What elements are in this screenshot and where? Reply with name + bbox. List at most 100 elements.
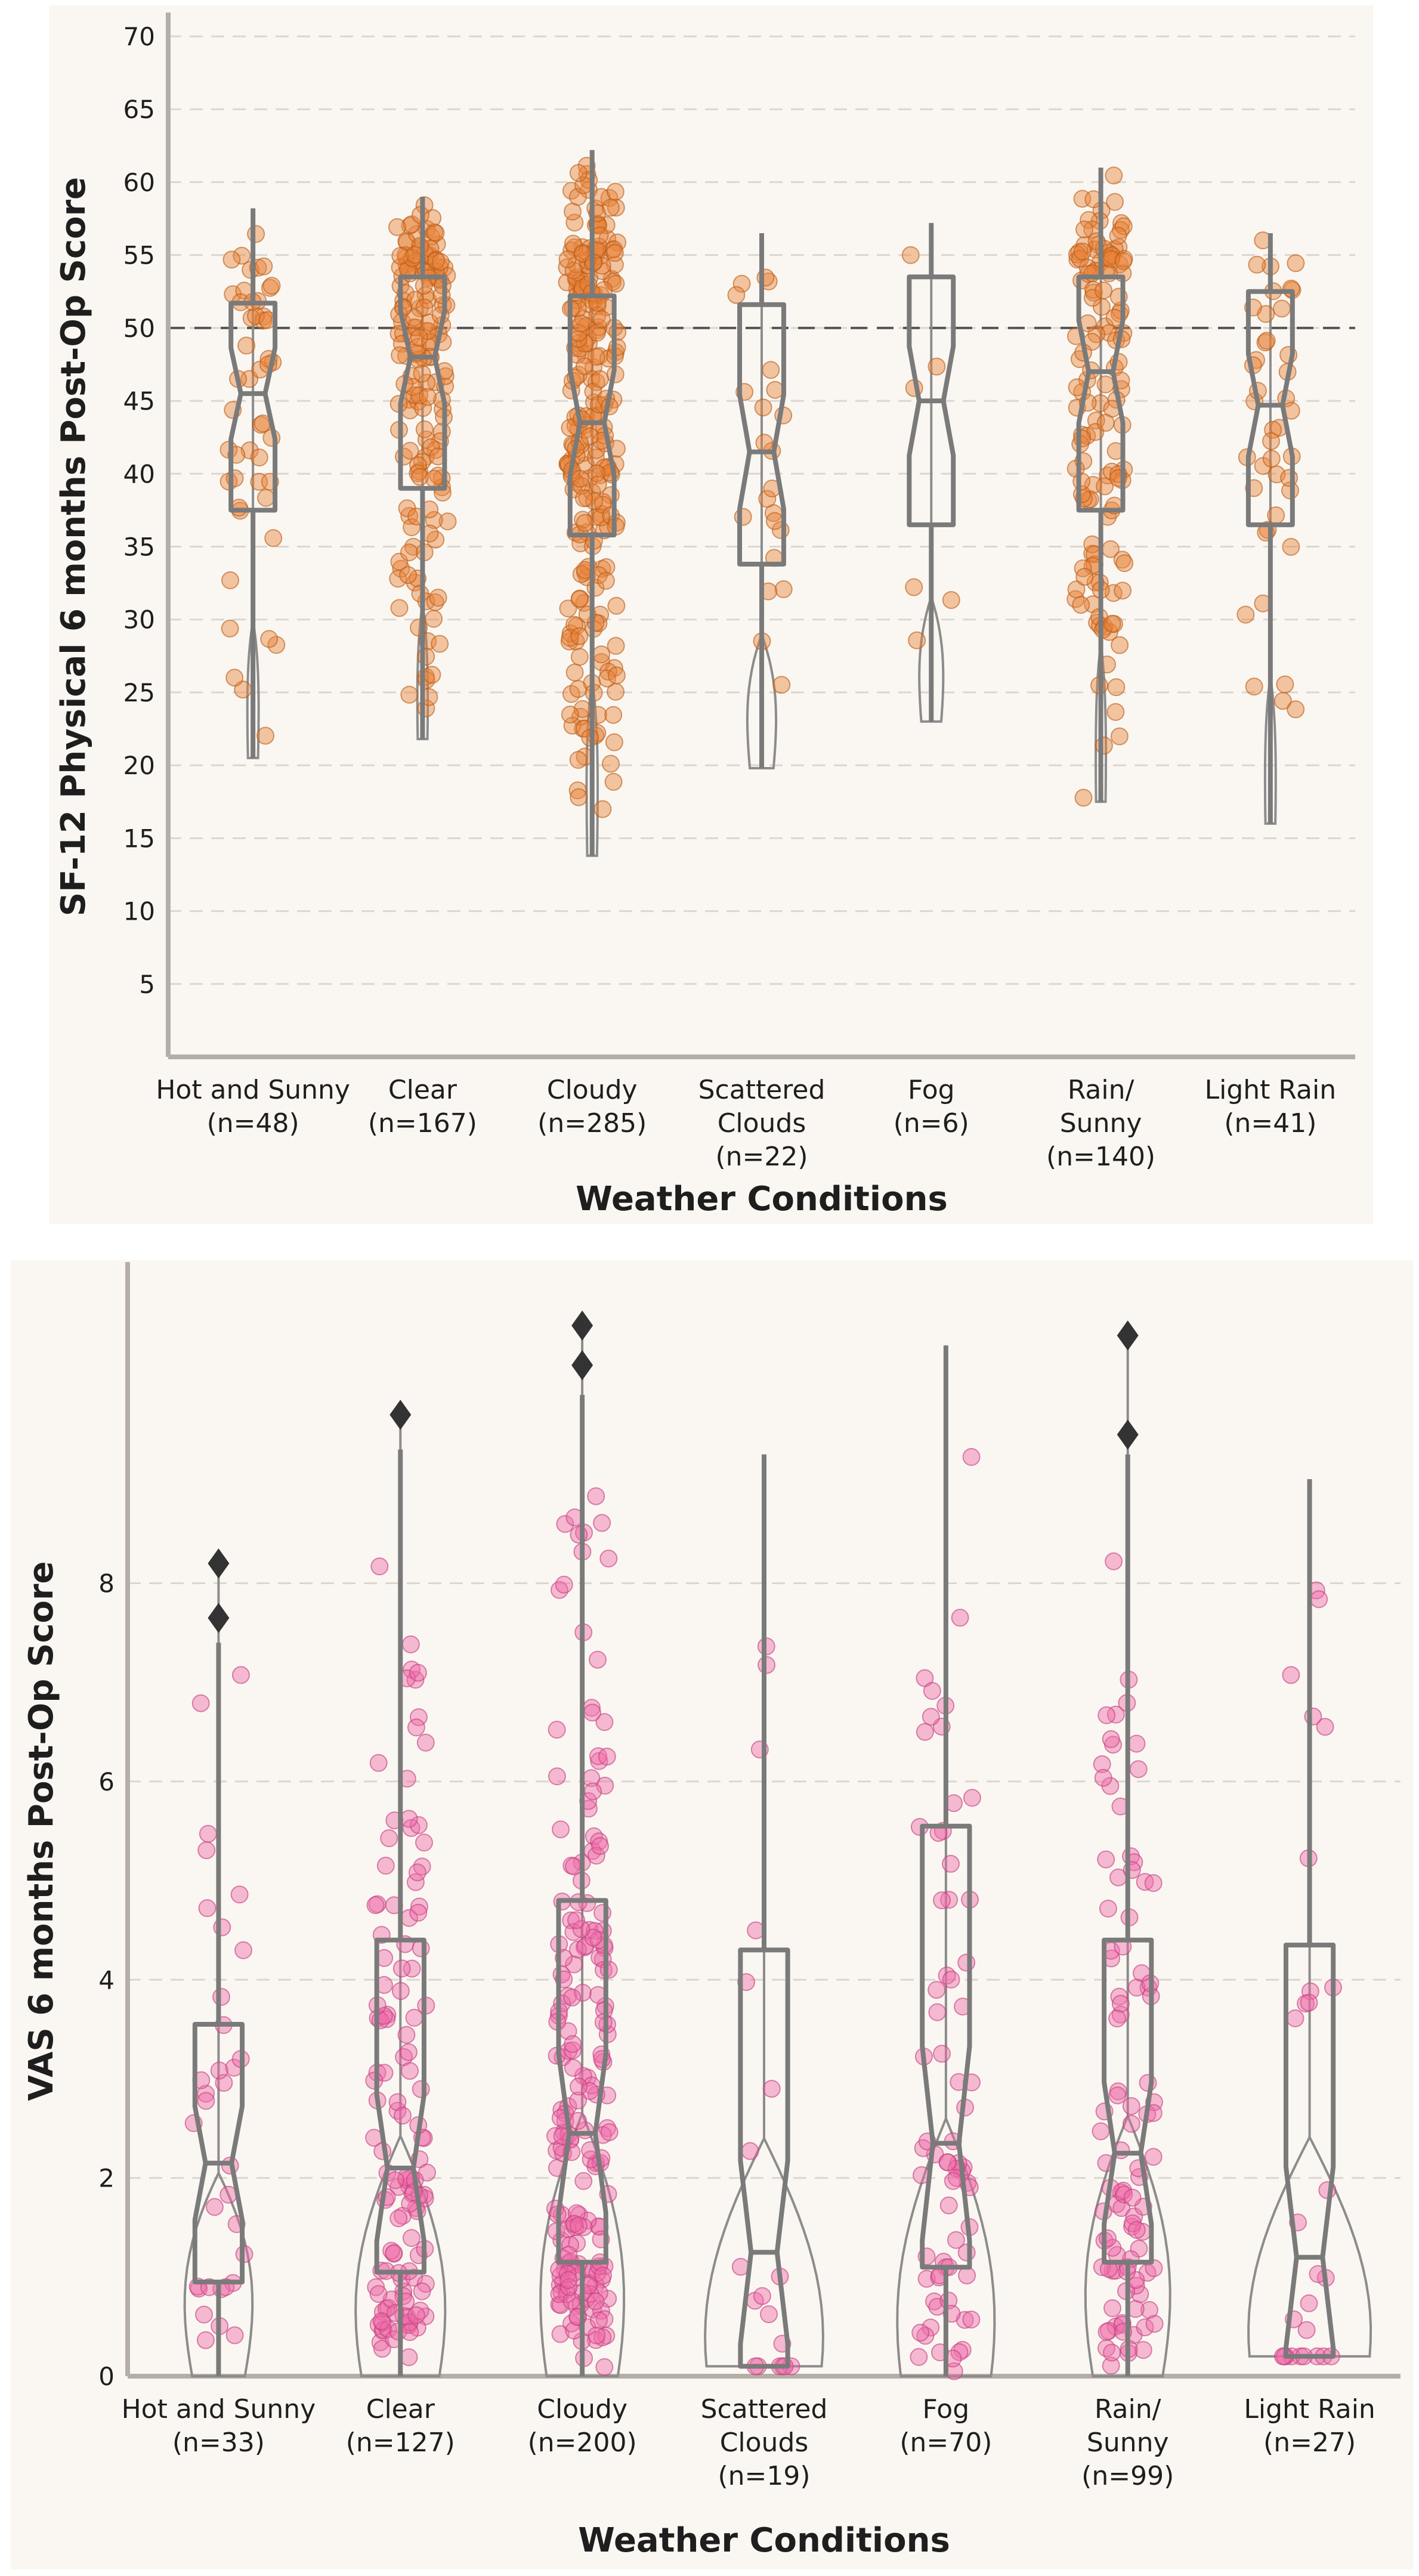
- data-point: [923, 1682, 941, 1700]
- data-point: [400, 543, 418, 562]
- data-point: [1310, 1590, 1328, 1609]
- data-point: [572, 1920, 591, 1938]
- category-label: (n=48): [207, 1108, 299, 1139]
- data-point: [589, 1650, 607, 1669]
- data-point: [197, 1841, 216, 1860]
- y-tick-label: 45: [123, 386, 155, 416]
- data-point: [1097, 1850, 1115, 1869]
- data-point: [576, 514, 594, 532]
- data-point: [1297, 2321, 1316, 2339]
- data-point: [403, 518, 421, 536]
- data-point: [1127, 1734, 1146, 1753]
- data-point: [1300, 2294, 1318, 2312]
- data-point: [570, 627, 589, 645]
- data-point: [1144, 1874, 1163, 1892]
- sf12-chart-panel: 5 10 15 20 25 30 35 40 45 50 55 60 65 70 Hot and Sunny…: [49, 5, 1373, 1224]
- data-point: [592, 645, 611, 664]
- category-label: (n=70): [899, 2427, 992, 2458]
- data-point: [372, 2312, 391, 2330]
- data-point: [413, 364, 431, 383]
- y-tick-label: 10: [123, 897, 155, 926]
- data-point: [569, 2111, 588, 2130]
- data-point: [901, 246, 920, 264]
- data-point: [1111, 636, 1129, 654]
- data-point: [230, 1885, 249, 1904]
- data-point: [1282, 1666, 1300, 1684]
- data-point: [392, 1959, 411, 1978]
- data-point: [772, 676, 791, 694]
- data-point: [732, 274, 751, 293]
- data-point: [399, 566, 418, 585]
- data-point: [606, 183, 625, 201]
- category-label: (n=22): [715, 1142, 808, 1172]
- data-point: [741, 2142, 759, 2160]
- data-point: [1115, 554, 1134, 573]
- data-point: [602, 754, 620, 773]
- data-point: [958, 2266, 976, 2285]
- data-point: [564, 2058, 582, 2077]
- data-point: [569, 751, 588, 769]
- data-point: [944, 2172, 962, 2190]
- data-point: [574, 1984, 592, 2002]
- data-point: [564, 261, 583, 280]
- data-point: [415, 420, 434, 438]
- category-label: (n=200): [528, 2427, 637, 2458]
- data-point: [559, 2271, 578, 2289]
- data-point: [571, 469, 589, 488]
- data-point: [397, 2025, 416, 2044]
- data-point: [765, 512, 784, 530]
- data-point: [558, 250, 577, 268]
- data-point: [928, 2003, 947, 2021]
- data-point: [580, 427, 599, 446]
- data-point: [586, 2292, 605, 2311]
- data-point: [392, 559, 410, 578]
- data-point: [385, 2244, 403, 2262]
- outlier-marker: [571, 1310, 593, 1341]
- data-point: [412, 1939, 430, 1957]
- data-point: [727, 286, 746, 304]
- category-label: (n=285): [537, 1108, 647, 1139]
- data-point: [608, 323, 627, 341]
- data-point: [1125, 2207, 1143, 2226]
- data-point: [556, 1515, 574, 1533]
- data-point: [605, 733, 623, 752]
- data-point: [1264, 420, 1282, 439]
- data-point: [400, 2043, 418, 2061]
- data-point: [747, 1921, 765, 1940]
- data-point: [1112, 2199, 1131, 2217]
- data-point: [548, 1767, 566, 1786]
- vas-violin-chart: 0 2 4 6 8 Hot and Sunny(n=33) Clear(n=127) Clou…: [22, 1262, 1401, 2560]
- data-point: [1102, 2357, 1120, 2375]
- y-tick-label: 60: [123, 168, 155, 197]
- data-point: [233, 246, 251, 265]
- data-point: [1114, 582, 1132, 600]
- data-point: [1134, 2341, 1152, 2359]
- y-tick-label: 30: [123, 605, 155, 635]
- data-point: [905, 578, 923, 596]
- data-point: [928, 1981, 946, 1999]
- category-label: Scattered: [701, 2394, 828, 2425]
- box: [737, 302, 786, 567]
- data-point: [1094, 1768, 1112, 1787]
- data-point: [431, 253, 450, 271]
- category-label: Hot and Sunny: [122, 2394, 316, 2425]
- y-tick-label: 40: [123, 459, 155, 488]
- category-label: Clouds: [718, 1108, 806, 1139]
- category-label: (n=127): [346, 2427, 455, 2458]
- data-point: [1122, 2097, 1140, 2116]
- y-tick-label: 6: [98, 1767, 115, 1796]
- data-point: [561, 706, 579, 723]
- data-point: [574, 511, 592, 529]
- data-point: [195, 2305, 213, 2324]
- data-point: [260, 630, 279, 648]
- category-label: (n=140): [1046, 1142, 1155, 1172]
- data-point: [568, 188, 587, 206]
- data-point: [221, 619, 239, 638]
- data-point: [548, 1721, 566, 1739]
- y-axis-title: VAS 6 months Post-Op Score: [22, 1561, 61, 2101]
- data-point: [1109, 227, 1127, 245]
- data-point: [575, 357, 593, 376]
- box: [907, 274, 956, 527]
- data-point: [1075, 220, 1093, 239]
- data-point: [403, 1959, 421, 1978]
